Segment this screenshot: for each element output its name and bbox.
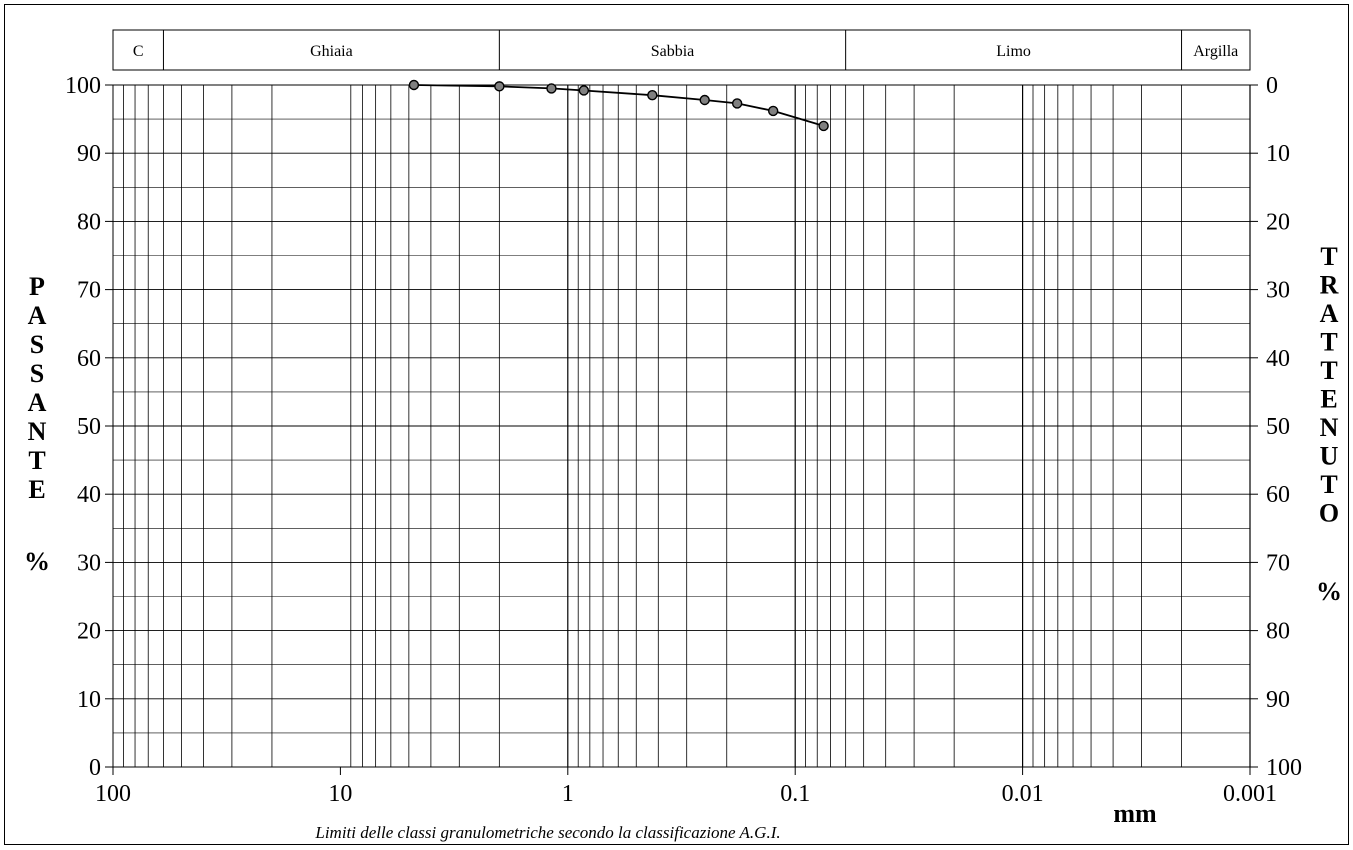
y-axis-label-left-letter: A — [28, 301, 47, 330]
y-axis-label-left-letter: E — [28, 475, 45, 504]
y-axis-label-left-letter: P — [29, 272, 45, 301]
y-axis-label-right-letter: O — [1319, 499, 1339, 528]
outer-frame — [4, 4, 1349, 845]
y-tick-label-left: 50 — [77, 414, 101, 440]
x-tick-label: 0.1 — [780, 781, 810, 807]
y-tick-label-right: 90 — [1266, 687, 1290, 713]
y-tick-label-right: 40 — [1266, 346, 1290, 372]
class-band-label: Ghiaia — [310, 43, 353, 60]
x-tick-label: 1 — [562, 781, 574, 807]
y-tick-label-left: 20 — [77, 619, 101, 645]
x-tick-label: 0.01 — [1002, 781, 1044, 807]
y-axis-label-right-letter: U — [1320, 442, 1339, 471]
data-point — [494, 81, 505, 92]
y-axis-label-right-letter: A — [1320, 299, 1339, 328]
y-tick-label-left: 0 — [89, 755, 101, 781]
data-point — [578, 85, 590, 96]
y-tick-label-left: 40 — [77, 482, 101, 508]
y-tick-label-right: 100 — [1266, 755, 1302, 781]
y-axis-label-left-percent: % — [24, 547, 50, 576]
y-tick-label-left: 100 — [65, 73, 101, 99]
data-point — [767, 105, 779, 117]
y-tick-label-right: 30 — [1266, 278, 1290, 304]
grid — [105, 84, 1258, 775]
class-band-label: Argilla — [1193, 43, 1238, 60]
class-band-frame — [112, 29, 1251, 71]
class-band-label: Sabbia — [651, 43, 695, 60]
y-axis-label-left-letter: S — [30, 359, 44, 388]
y-tick-label-right: 10 — [1266, 141, 1290, 167]
y-tick-label-left: 90 — [77, 141, 101, 167]
y-tick-label-right: 20 — [1266, 209, 1290, 235]
y-axis-label-right-letter: T — [1320, 242, 1337, 271]
data-point — [818, 120, 829, 132]
x-axis-unit-label: mm — [1113, 799, 1157, 828]
y-axis-label-right-letter: T — [1320, 328, 1337, 357]
y-tick-label-left: 30 — [77, 550, 101, 576]
y-tick-label-right: 70 — [1266, 550, 1290, 576]
y-tick-label-right: 0 — [1266, 73, 1278, 99]
y-tick-label-right: 50 — [1266, 414, 1290, 440]
tick-labels: 0102030405060708090100100908070605040302… — [65, 73, 1302, 807]
x-tick-label: 100 — [95, 781, 131, 807]
x-tick-label: 10 — [328, 781, 352, 807]
y-axis-label-left-letter: T — [28, 446, 45, 475]
x-tick-label: 0.001 — [1223, 781, 1277, 807]
y-tick-label-left: 10 — [77, 687, 101, 713]
y-tick-label-right: 60 — [1266, 482, 1290, 508]
y-axis-label-left-letter: A — [28, 388, 47, 417]
y-axis-label-left-letter: S — [30, 330, 44, 359]
y-axis-label-right-letter: E — [1320, 385, 1337, 414]
data-point — [408, 79, 420, 91]
class-band-label: Limo — [996, 43, 1031, 60]
class-band-label: C — [133, 43, 144, 60]
data-point — [699, 94, 710, 106]
y-axis-label-right-letter: N — [1320, 413, 1339, 442]
data-point — [647, 90, 658, 101]
y-axis-label-right-letter: T — [1320, 356, 1337, 385]
y-axis-label-left-letter: N — [28, 417, 47, 446]
y-tick-label-left: 60 — [77, 346, 101, 372]
y-tick-label-right: 80 — [1266, 619, 1290, 645]
y-tick-label-left: 80 — [77, 209, 101, 235]
series-line — [413, 84, 824, 127]
classification-note: Limiti delle classi granulometriche seco… — [314, 823, 780, 842]
y-axis-label-right-letter: R — [1320, 271, 1339, 300]
y-axis-label-right-percent: % — [1316, 577, 1342, 606]
data-point — [731, 98, 743, 109]
y-axis-label-right-letter: T — [1320, 470, 1337, 499]
class-band-row: C Ghiaia Sabbia Limo Argilla — [112, 29, 1251, 71]
series-layer — [408, 79, 829, 132]
y-tick-label-left: 70 — [77, 278, 101, 304]
data-point — [546, 83, 557, 94]
